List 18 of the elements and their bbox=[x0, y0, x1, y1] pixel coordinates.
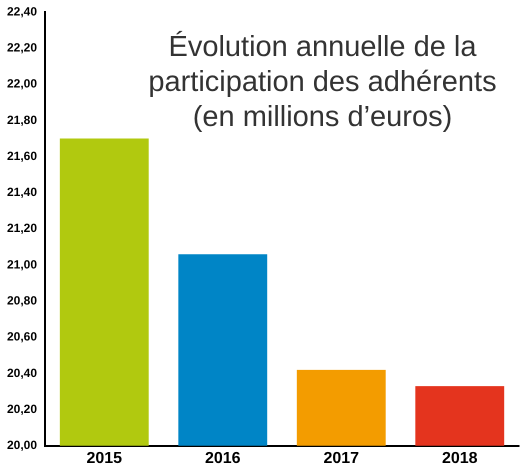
y-tick-label: 21,60 bbox=[7, 148, 38, 163]
y-tick-label: 20,00 bbox=[7, 438, 38, 452]
y-tick-label: 20,80 bbox=[7, 294, 38, 308]
x-tick-label: 2017 bbox=[323, 450, 360, 467]
y-tick-label: 22,20 bbox=[7, 40, 38, 54]
y-tick-label: 20,20 bbox=[7, 402, 38, 416]
y-tick-label: 22,40 bbox=[7, 4, 38, 18]
y-tick-label: 21,80 bbox=[7, 112, 38, 127]
y-tick-label: 21,20 bbox=[7, 221, 38, 236]
y-tick-label: 20,60 bbox=[7, 330, 38, 344]
text: Évolution annuelle de la participation des adhérents (en millions d’euros) bbox=[147, 30, 498, 134]
y-tick-label: 20,40 bbox=[7, 366, 38, 380]
x-tick-label: 2018 bbox=[442, 450, 478, 467]
y-tick-label: 21,00 bbox=[7, 257, 38, 272]
y-tick-label: 22,00 bbox=[7, 76, 38, 91]
y-tick-label: 21,40 bbox=[7, 185, 38, 200]
x-tick-label: 2016 bbox=[204, 450, 241, 467]
x-tick-label: 2015 bbox=[86, 450, 122, 467]
